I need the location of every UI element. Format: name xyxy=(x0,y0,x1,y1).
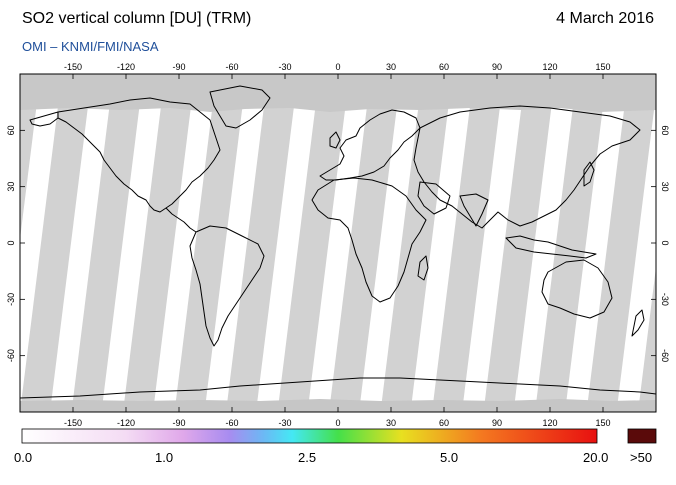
colorbar-label-0: 0.0 xyxy=(14,450,33,465)
orbit-swath xyxy=(20,74,92,412)
colorbar xyxy=(21,428,598,444)
lon-label-top: 90 xyxy=(492,62,502,72)
indonesia-coast xyxy=(505,235,597,259)
lon-label-bottom: -60 xyxy=(225,418,238,428)
colorbar-label-4: 20.0 xyxy=(583,450,609,465)
north-polar-cap xyxy=(20,74,656,112)
coastlines xyxy=(20,85,656,399)
alaska-coast xyxy=(29,111,59,127)
lon-label-bottom: -120 xyxy=(117,418,135,428)
orbit-swath xyxy=(20,74,41,239)
map-title: SO2 vertical column [DU] (TRM) xyxy=(22,10,252,27)
lon-label-bottom: -30 xyxy=(278,418,291,428)
lat-label-right: -60 xyxy=(660,349,670,362)
lon-label-bottom: 60 xyxy=(439,418,449,428)
lon-label-bottom: 120 xyxy=(542,418,557,428)
colorbar-label-5: >50 xyxy=(630,450,653,465)
colorbar-overflow-swatch xyxy=(627,428,657,444)
map-credit: OMI – KNMI/FMI/NASA xyxy=(22,39,159,54)
orbit-swath xyxy=(226,74,298,412)
europe-coast xyxy=(319,109,421,181)
lat-label-right: 0 xyxy=(660,240,670,245)
lon-label-top: -150 xyxy=(64,62,82,72)
lon-label-bottom: -90 xyxy=(172,418,185,428)
lat-label-left: 0 xyxy=(6,240,16,245)
lon-label-top: 0 xyxy=(335,62,340,72)
lon-label-top: -120 xyxy=(117,62,135,72)
colorbar-label-1: 1.0 xyxy=(155,450,174,465)
orbit-swath xyxy=(71,74,144,412)
new-zealand-coast xyxy=(631,309,645,337)
arabia-coast xyxy=(417,181,451,215)
lon-label-bottom: 90 xyxy=(492,418,502,428)
colorbar-label-2: 2.5 xyxy=(298,450,317,465)
lat-label-left: -30 xyxy=(6,293,16,306)
orbit-swath xyxy=(483,74,556,412)
india-coast xyxy=(459,193,489,227)
lon-label-top: 150 xyxy=(595,62,610,72)
africa-coast xyxy=(311,177,427,303)
lon-label-top: 30 xyxy=(386,62,396,72)
madagascar-coast xyxy=(417,255,429,281)
lon-label-top: -60 xyxy=(225,62,238,72)
lon-label-top: 120 xyxy=(542,62,557,72)
britain-coast xyxy=(329,131,341,149)
graticule-ticks: -150 -150 -120 -120 -90 -90 -60 -60 -30 -30 0 0 30 30… xyxy=(6,62,670,428)
japan-coast xyxy=(583,161,595,187)
orbit-swath xyxy=(174,74,247,412)
lon-label-bottom: -150 xyxy=(64,418,82,428)
lat-label-left: -60 xyxy=(6,349,16,362)
orbit-swath xyxy=(535,74,607,412)
orbit-swath xyxy=(277,74,350,412)
lat-label-right: -30 xyxy=(660,293,670,306)
lon-label-top: 60 xyxy=(439,62,449,72)
lon-label-top: -30 xyxy=(278,62,291,72)
orbit-swath xyxy=(638,267,656,412)
orbit-swath xyxy=(586,74,656,412)
map-layers xyxy=(20,74,656,412)
lat-label-right: 60 xyxy=(660,125,670,135)
orbit-swath xyxy=(380,74,453,412)
lon-label-bottom: 150 xyxy=(595,418,610,428)
map-date: 4 March 2016 xyxy=(556,10,654,27)
lat-label-left: 30 xyxy=(6,182,16,192)
orbit-swath xyxy=(123,74,195,412)
lon-label-top: -90 xyxy=(172,62,185,72)
south-america-coast xyxy=(189,225,265,347)
antarctica-coast xyxy=(20,377,656,399)
greenland-coast xyxy=(209,85,271,129)
orbit-swaths xyxy=(20,74,656,412)
lat-label-left: 60 xyxy=(6,125,16,135)
orbit-swath xyxy=(329,74,401,412)
asia-coast xyxy=(413,105,641,229)
lon-label-bottom: 30 xyxy=(386,418,396,428)
lon-label-bottom: 0 xyxy=(335,418,340,428)
colorbar-label-3: 5.0 xyxy=(440,450,459,465)
orbit-swath xyxy=(432,74,504,412)
lat-label-right: 30 xyxy=(660,182,670,192)
australia-coast xyxy=(541,259,613,319)
central-america-coast xyxy=(165,207,197,233)
